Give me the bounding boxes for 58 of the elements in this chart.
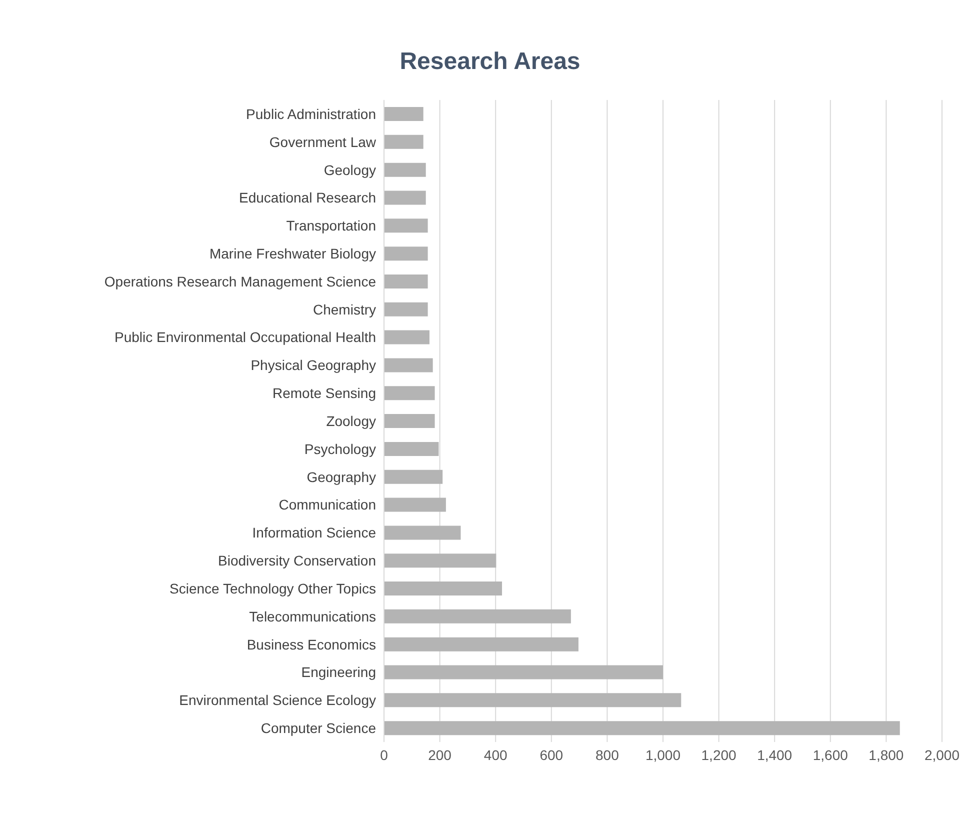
x-tick-label: 1,000 xyxy=(645,746,681,763)
bar xyxy=(384,582,502,596)
bar xyxy=(384,302,428,316)
x-tick-label: 1,200 xyxy=(701,746,737,763)
bar xyxy=(384,107,424,121)
x-tick-label: 1,800 xyxy=(868,746,904,763)
x-tick-label: 200 xyxy=(428,746,452,763)
bar xyxy=(384,554,496,568)
bar xyxy=(384,526,461,540)
bar xyxy=(384,693,682,708)
y-tick-label: Computer Science xyxy=(260,720,376,736)
bar xyxy=(384,218,428,233)
chart-title: Research Areas xyxy=(398,47,582,77)
y-tick-label: Zoology xyxy=(326,412,376,429)
x-tick-label: 600 xyxy=(540,746,564,763)
y-tick-label: Science Technology Other Topics xyxy=(170,580,376,596)
bar xyxy=(384,721,900,736)
bar xyxy=(384,134,424,149)
y-tick-label: Geology xyxy=(324,162,376,178)
bar xyxy=(384,190,426,205)
x-tick-label: 800 xyxy=(596,746,620,763)
y-tick-label: Educational Research xyxy=(239,190,376,206)
y-tick-label: Engineering xyxy=(301,664,376,680)
y-tick-label: Transportation xyxy=(286,218,376,234)
bar xyxy=(384,609,571,624)
bar xyxy=(384,330,430,344)
y-tick-label: Information Science xyxy=(252,524,376,541)
y-tick-label: Environmental Science Ecology xyxy=(179,692,376,708)
y-tick-label: Marine Freshwater Biology xyxy=(209,245,376,262)
bar xyxy=(384,665,663,680)
y-tick-label: Communication xyxy=(278,496,376,513)
bar xyxy=(384,162,426,177)
y-tick-label: Government Law xyxy=(269,134,377,150)
y-tick-label: Telecommunications xyxy=(249,608,376,624)
x-tick-label: 2,000 xyxy=(924,746,960,763)
bar xyxy=(384,274,428,288)
bar xyxy=(384,470,443,484)
y-tick-label: Public Environmental Occupational Health xyxy=(114,329,376,346)
bar xyxy=(384,498,446,512)
y-tick-label: Chemistry xyxy=(312,301,376,318)
x-tick-label: 0 xyxy=(380,746,388,763)
bar xyxy=(384,386,435,400)
y-tick-label: Psychology xyxy=(304,440,376,457)
y-tick-label: Public Administration xyxy=(246,106,376,122)
bar xyxy=(384,442,439,456)
bar xyxy=(384,414,435,428)
y-tick-label: Operations Research Management Science xyxy=(104,273,376,290)
x-tick-label: 1,600 xyxy=(812,746,848,763)
x-tick-label: 400 xyxy=(484,746,508,763)
bar xyxy=(384,246,428,261)
y-tick-label: Geography xyxy=(306,468,376,485)
x-tick-label: 1,400 xyxy=(757,746,792,763)
y-tick-label: Biodiversity Conservation xyxy=(218,552,376,569)
bar xyxy=(384,637,578,652)
y-tick-label: Physical Geography xyxy=(250,357,376,374)
y-tick-label: Remote Sensing xyxy=(272,385,376,402)
bar xyxy=(384,358,433,372)
y-tick-label: Business Economics xyxy=(246,636,376,652)
